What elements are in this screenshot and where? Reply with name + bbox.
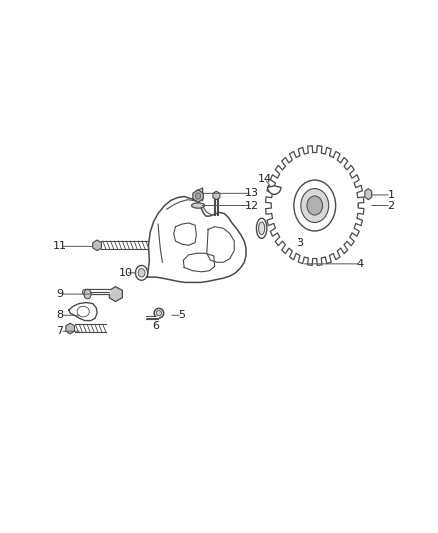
Ellipse shape — [191, 203, 205, 208]
Text: 10: 10 — [118, 268, 132, 278]
Circle shape — [307, 196, 322, 215]
Text: 9: 9 — [57, 289, 64, 299]
Ellipse shape — [256, 218, 267, 238]
Polygon shape — [365, 189, 372, 200]
Text: 3: 3 — [296, 238, 303, 248]
Polygon shape — [265, 146, 364, 265]
Text: 7: 7 — [57, 326, 64, 336]
Ellipse shape — [84, 289, 91, 299]
Polygon shape — [147, 197, 246, 282]
Text: 5: 5 — [179, 310, 186, 320]
Wedge shape — [268, 186, 281, 195]
Text: 11: 11 — [53, 241, 67, 252]
Polygon shape — [213, 191, 220, 200]
Polygon shape — [174, 223, 196, 245]
Text: 14: 14 — [258, 174, 272, 184]
Circle shape — [138, 269, 145, 277]
Polygon shape — [66, 323, 74, 334]
Polygon shape — [69, 303, 97, 320]
Polygon shape — [193, 190, 203, 203]
Circle shape — [195, 193, 201, 199]
Polygon shape — [184, 253, 215, 272]
Text: 2: 2 — [387, 200, 395, 211]
Circle shape — [135, 265, 148, 280]
Polygon shape — [110, 287, 122, 302]
Text: 8: 8 — [57, 310, 64, 320]
Text: 6: 6 — [152, 321, 159, 331]
Polygon shape — [207, 227, 234, 262]
Text: 13: 13 — [245, 188, 259, 198]
Text: 4: 4 — [357, 259, 364, 269]
Ellipse shape — [156, 311, 162, 316]
Ellipse shape — [258, 222, 265, 235]
Polygon shape — [93, 240, 102, 251]
Circle shape — [301, 189, 328, 222]
Text: 12: 12 — [244, 200, 259, 211]
Circle shape — [294, 180, 336, 231]
Text: 1: 1 — [388, 190, 394, 200]
Ellipse shape — [154, 309, 164, 318]
